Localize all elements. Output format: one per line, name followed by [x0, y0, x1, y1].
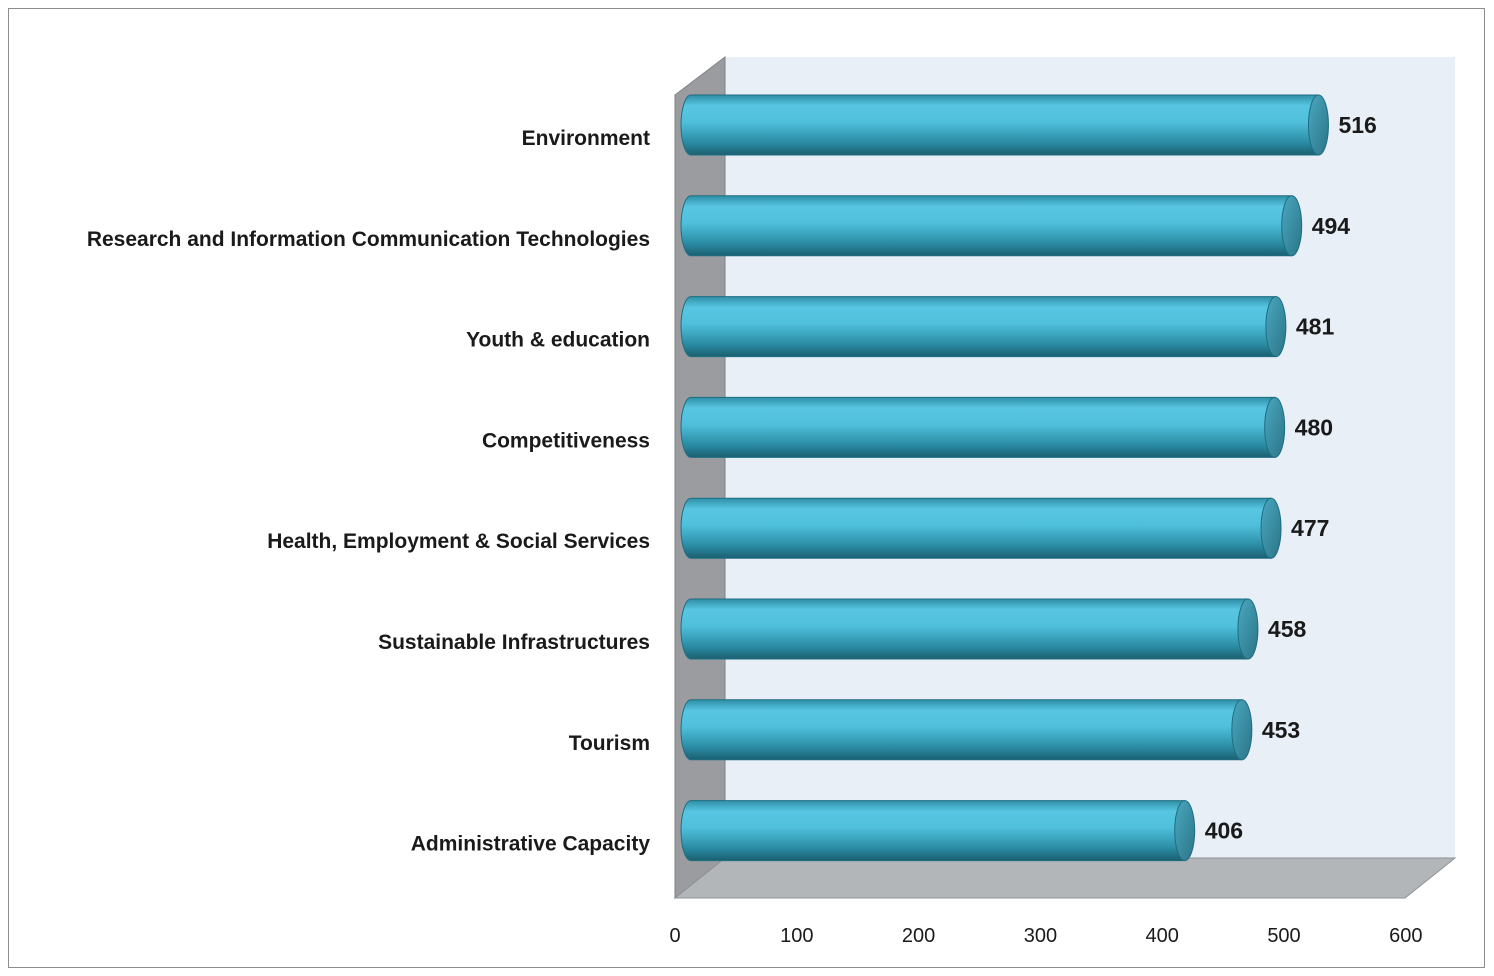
category-label-sustainable-infrastructures: Sustainable Infrastructures: [378, 631, 650, 654]
bar-cap-sustainable-infrastructures: [1237, 598, 1259, 660]
bar-tourism: [680, 699, 1243, 761]
value-label-sustainable-infrastructures: 458: [1268, 616, 1307, 642]
value-label-research-and-information-communication-technologies: 494: [1312, 213, 1351, 239]
bars-group: [680, 94, 1329, 862]
x-tick-label-300: 300: [1024, 925, 1057, 947]
x-tick-label-100: 100: [780, 925, 813, 947]
category-labels: Environment Research and Information Comm…: [87, 127, 651, 856]
value-label-environment: 516: [1338, 112, 1376, 138]
x-tick-label-200: 200: [902, 925, 935, 947]
value-label-youth-education: 481: [1296, 314, 1335, 340]
category-label-health-employment-social-services: Health, Employment & Social Services: [267, 530, 650, 553]
x-tick-label-400: 400: [1146, 925, 1179, 947]
category-label-youth-education: Youth & education: [466, 329, 650, 352]
x-axis-ticks: 0 100 200 300 400 500 600: [669, 925, 1422, 947]
bar-health-employment-social-services: [680, 497, 1272, 559]
value-label-competitiveness: 480: [1295, 414, 1333, 440]
bar-cap-administrative-capacity: [1174, 800, 1196, 862]
x-tick-label-600: 600: [1389, 925, 1422, 947]
category-label-tourism: Tourism: [569, 732, 650, 755]
bar-sustainable-infrastructures: [680, 598, 1249, 660]
bar-environment: [680, 94, 1319, 156]
bar-cap-youth-education: [1265, 296, 1287, 358]
bar-cap-competitiveness: [1264, 396, 1286, 458]
value-label-health-employment-social-services: 477: [1291, 515, 1329, 541]
value-label-tourism: 453: [1262, 717, 1300, 743]
category-label-administrative-capacity: Administrative Capacity: [411, 833, 651, 856]
bar-competitiveness: [680, 396, 1276, 458]
bar-cap-environment: [1307, 94, 1329, 156]
bar-cap-research-and-information-communication-technologies: [1281, 195, 1303, 257]
bar-research-and-information-communication-technologies: [680, 195, 1293, 257]
chart-floor: [673, 857, 1457, 899]
bar-administrative-capacity: [680, 800, 1186, 862]
x-tick-label-0: 0: [669, 925, 680, 947]
category-label-competitiveness: Competitiveness: [482, 429, 650, 452]
x-tick-label-500: 500: [1267, 925, 1300, 947]
value-labels: 516 494 481 480 477 458 453 406: [1205, 112, 1377, 844]
value-label-administrative-capacity: 406: [1205, 818, 1243, 844]
bar-cap-health-employment-social-services: [1260, 497, 1282, 559]
bar-youth-education: [680, 296, 1277, 358]
bar-cap-tourism: [1231, 699, 1253, 761]
chart-side-wall: [674, 55, 726, 900]
category-label-research-and-information-communication-technologies: Research and Information Communication T…: [87, 228, 650, 251]
category-label-environment: Environment: [522, 127, 650, 150]
